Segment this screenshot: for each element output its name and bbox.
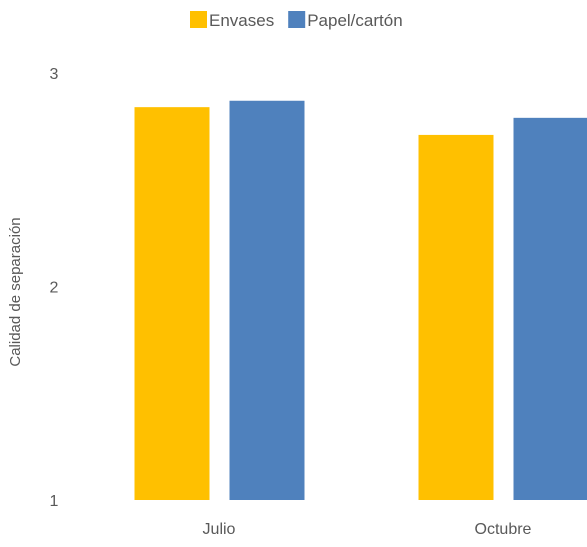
y-tick-label: 2 [50,280,59,297]
y-axis-ticks: 1 2 3 [50,66,59,510]
bar-papel-cart-n-octubre [514,118,587,500]
bar-envases-julio [135,107,210,500]
legend-item-papel-cart-n: Papel/cartón [288,11,402,30]
x-tick-label: Octubre [475,521,532,538]
bars [135,101,587,500]
bar-papel-cart-n-julio [230,101,305,500]
legend: Envases Papel/cartón [190,11,403,30]
legend-label: Envases [209,11,274,30]
legend-item-envases: Envases [190,11,274,30]
x-tick-label: Julio [203,521,236,538]
legend-swatch [288,11,305,28]
legend-label: Papel/cartón [307,11,402,30]
bar-envases-octubre [419,135,494,500]
y-tick-label: 1 [50,493,59,510]
x-axis-ticks: Julio Octubre [203,521,532,538]
y-axis-label: Calidad de separación [7,217,24,366]
y-tick-label: 3 [50,66,59,83]
legend-swatch [190,11,207,28]
